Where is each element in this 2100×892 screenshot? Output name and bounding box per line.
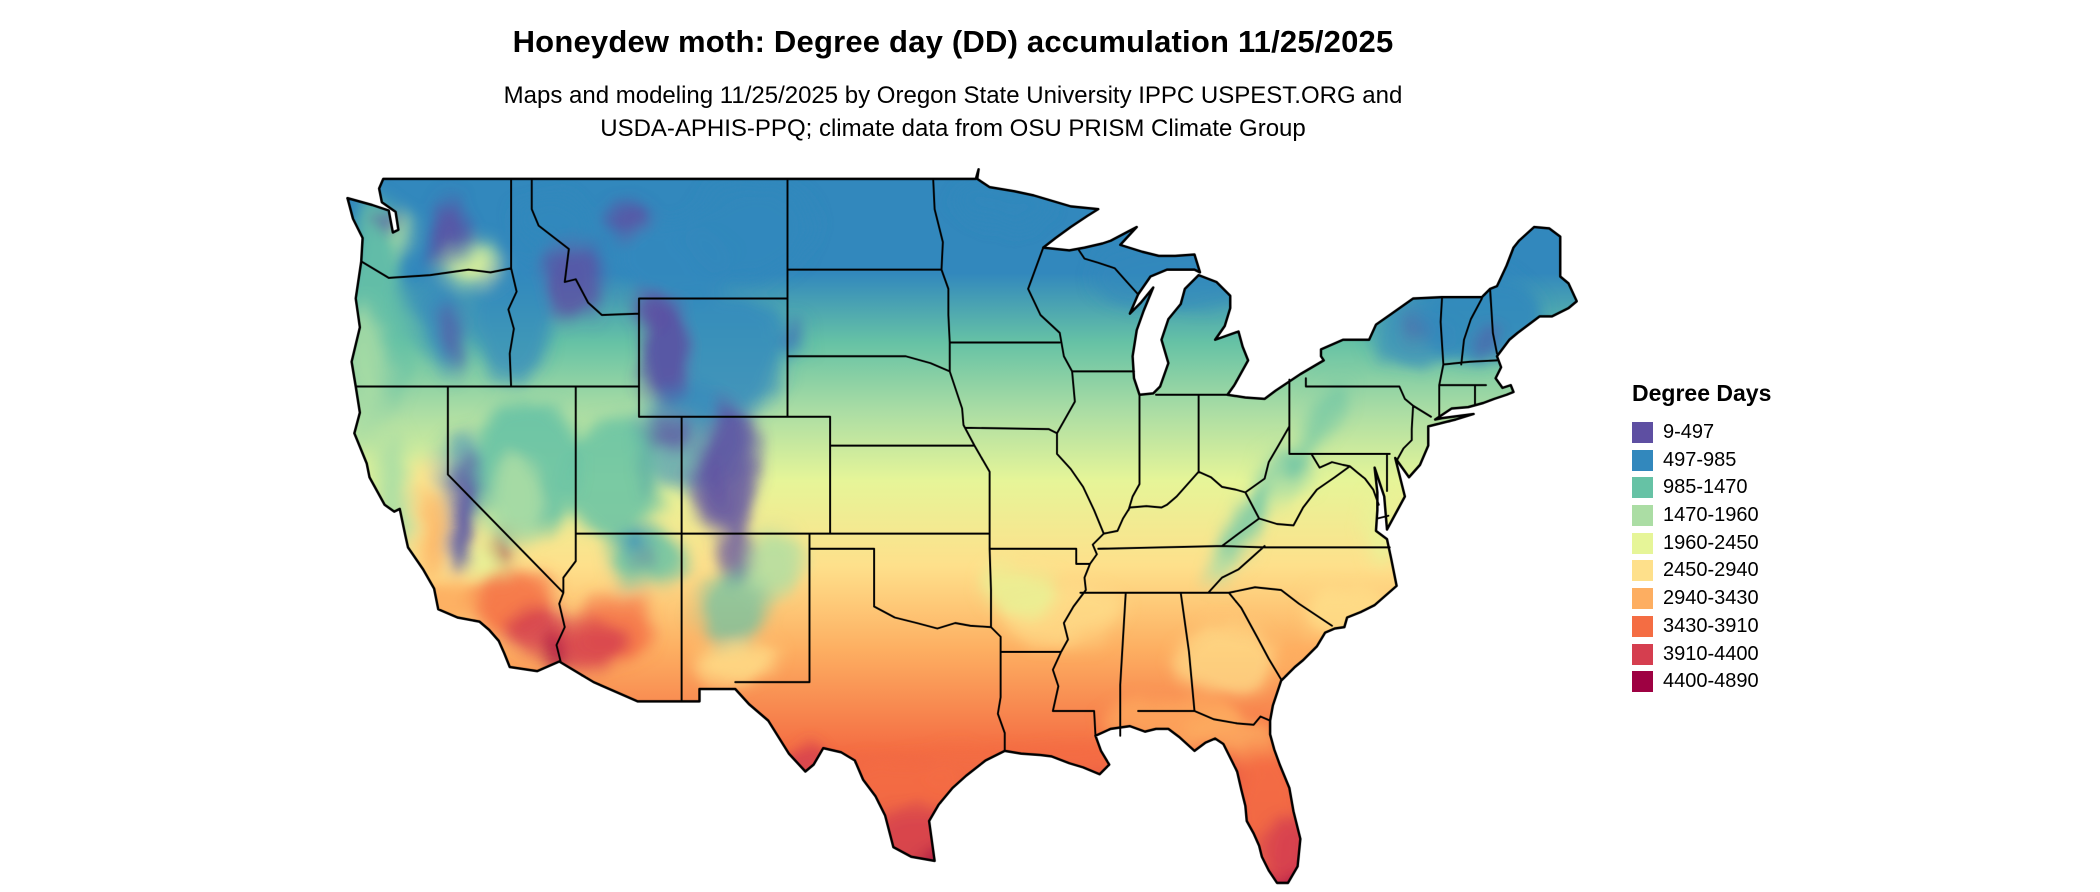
legend-label: 9-497 bbox=[1663, 421, 1715, 443]
legend-row: 9-497 bbox=[1632, 421, 1771, 444]
subtitle-line-2: USDA-APHIS-PPQ; climate data from OSU PR… bbox=[600, 115, 1306, 142]
legend-swatch bbox=[1632, 643, 1653, 665]
legend-label: 497-985 bbox=[1663, 448, 1737, 471]
legend-row: 497-985 bbox=[1632, 449, 1771, 472]
legend-swatch bbox=[1632, 505, 1653, 527]
legend-swatch bbox=[1632, 615, 1653, 637]
legend-label: 1470-1960 bbox=[1663, 504, 1759, 527]
legend-label: 1960-2450 bbox=[1663, 531, 1759, 554]
legend-row: 1960-2450 bbox=[1632, 532, 1771, 555]
page-title: Honeydew moth: Degree day (DD) accumulat… bbox=[512, 24, 1394, 59]
legend-label: 4400-4890 bbox=[1663, 670, 1759, 693]
legend-row: 3910-4400 bbox=[1632, 643, 1771, 666]
legend-swatch bbox=[1632, 532, 1653, 554]
legend-label: 3430-3910 bbox=[1663, 614, 1759, 637]
legend-row: 1470-1960 bbox=[1632, 504, 1771, 527]
legend-swatch bbox=[1632, 422, 1653, 443]
legend-swatch bbox=[1632, 588, 1653, 610]
legend-swatch bbox=[1632, 560, 1653, 582]
us-outline bbox=[346, 168, 1578, 885]
legend-swatch bbox=[1632, 671, 1653, 693]
degree-day-raster bbox=[347, 169, 1577, 883]
subtitle-line-1: Maps and modeling 11/25/2025 by Oregon S… bbox=[503, 82, 1403, 109]
legend-label: 3910-4400 bbox=[1663, 642, 1759, 665]
legend-label: 2450-2940 bbox=[1663, 559, 1759, 582]
legend-title: Degree Days bbox=[1632, 380, 1772, 406]
legend-entries: 9-497 497-985 985-1470 1470-1960 1960-2450 24… bbox=[1632, 421, 1771, 693]
legend-row: 985-1470 bbox=[1632, 476, 1771, 499]
legend-row: 4400-4890 bbox=[1632, 670, 1771, 693]
state-borders bbox=[354, 179, 1498, 752]
legend-row: 3430-3910 bbox=[1632, 615, 1771, 638]
legend-row: 2450-2940 bbox=[1632, 559, 1771, 582]
legend: Degree Days 9-497 497-985 985-1470 1470-196… bbox=[1632, 380, 1771, 698]
us-degree-day-map bbox=[320, 150, 1640, 892]
legend-swatch bbox=[1632, 449, 1653, 471]
legend-swatch bbox=[1632, 477, 1653, 499]
legend-label: 985-1470 bbox=[1663, 476, 1748, 499]
us-map-svg bbox=[346, 168, 1578, 885]
legend-row: 2940-3430 bbox=[1632, 587, 1771, 610]
legend-label: 2940-3430 bbox=[1663, 587, 1759, 610]
